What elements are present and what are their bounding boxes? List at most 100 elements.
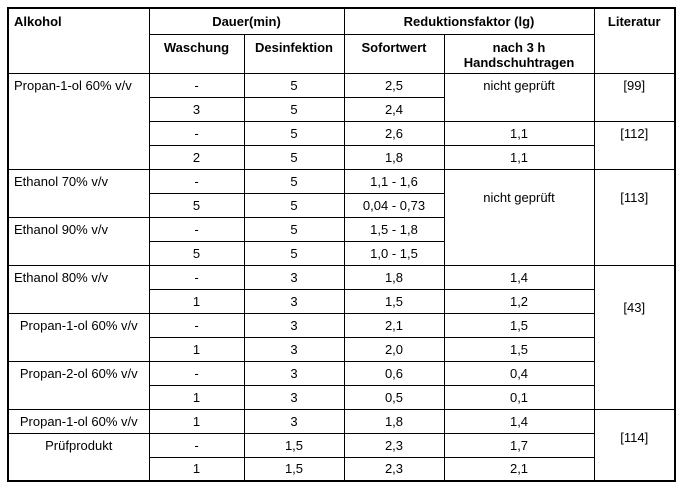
table-row: 1 3 2,0 1,5 (8, 336, 675, 362)
table-row: Propan-2-ol 60% v/v - 3 0,6 0,4 (7, 360, 675, 410)
cell-desinfektion: 3 (243, 408, 345, 434)
cell-desinfektion: 3 (243, 312, 345, 338)
cell-sofortwert: 2,1 (343, 312, 445, 338)
cell-sofortwert: 1,8 (343, 264, 445, 290)
cell-nach3h: 1,4 (443, 264, 595, 290)
cell-sofortwert: 2,3 (343, 432, 445, 458)
table-row: Propan-1-ol 60% v/v - 3 2,1 1,5 (7, 312, 675, 362)
cell-sofortwert: 1,0 - 1,5 (343, 240, 445, 266)
col-header-reduktionsfaktor: Reduktionsfaktor (lg) (343, 7, 595, 35)
cell-waschung: 1 (148, 336, 245, 362)
cell-alkohol: Propan-2-ol 60% v/v (7, 360, 150, 410)
col-header-dauer: Dauer(min) (148, 7, 345, 35)
table-row: Ethanol 90% v/v - 5 1,5 - 1,8 (7, 216, 675, 266)
cell-desinfektion: 5 (243, 192, 345, 218)
cell-nach3h: 1,5 (443, 336, 595, 362)
table-row: Ethanol 70% v/v - 5 1,1 - 1,6 nicht gepr… (7, 168, 676, 266)
table-header: Alkohol Dauer(min) Reduktionsfaktor (lg)… (7, 7, 676, 74)
cell-nach3h: 1,1 (443, 144, 595, 170)
cell-sofortwert: 0,5 (343, 384, 445, 410)
table-row: 5 5 0,04 - 0,73 (8, 192, 675, 218)
cell-sofortwert: 2,3 (343, 456, 445, 482)
cell-desinfektion: 5 (243, 216, 345, 242)
cell-alkohol: Propan-1-ol 60% v/v (7, 72, 150, 170)
table-row: 5 5 1,0 - 1,5 (8, 240, 675, 266)
cell-nach3h: 0,4 (443, 360, 595, 386)
cell-nach3h: 2,1 (443, 456, 595, 482)
table-row: Propan-1-ol 60% v/v 1 3 1,8 1,4 [114] (7, 408, 676, 482)
cell-waschung: 5 (148, 192, 245, 218)
cell-waschung: - (148, 432, 245, 458)
cell-sofortwert: 2,4 (343, 96, 445, 122)
cell-desinfektion: 5 (243, 240, 345, 266)
table-row: 1 3 0,5 0,1 (8, 384, 675, 410)
cell-alkohol: Ethanol 70% v/v (7, 168, 150, 218)
cell-alkohol: Ethanol 80% v/v (7, 264, 150, 314)
col-header-alkohol: Alkohol (7, 7, 150, 74)
cell-desinfektion: 5 (243, 168, 345, 194)
cell-sofortwert: 2,6 (343, 120, 445, 146)
cell-alkohol: Propan-1-ol 60% v/v (7, 408, 150, 434)
cell-literatur: [114] (593, 408, 676, 482)
cell-waschung: - (148, 120, 245, 146)
cell-literatur: [43] (593, 264, 676, 410)
col-header-literatur: Literatur (593, 7, 676, 74)
cell-sofortwert: 2,5 (343, 72, 445, 98)
cell-desinfektion: 5 (243, 144, 345, 170)
cell-literatur: [99] (593, 72, 676, 122)
cell-alkohol: Propan-1-ol 60% v/v (7, 312, 150, 362)
cell-nach3h: nicht geprüft (443, 72, 595, 122)
col-header-sofortwert: Sofortwert (343, 33, 445, 74)
cell-desinfektion: 1,5 (243, 432, 345, 458)
cell-desinfektion: 3 (243, 264, 345, 290)
cell-nach3h: 1,1 (443, 120, 595, 146)
cell-desinfektion: 3 (243, 384, 345, 410)
cell-desinfektion: 3 (243, 360, 345, 386)
cell-sofortwert: 2,0 (343, 336, 445, 362)
cell-waschung: 1 (148, 408, 245, 434)
cell-desinfektion: 1,5 (243, 456, 345, 482)
cell-waschung: 3 (148, 96, 245, 122)
cell-alkohol: Ethanol 90% v/v (7, 216, 150, 266)
cell-literatur: [112] (593, 120, 676, 170)
cell-waschung: 2 (148, 144, 245, 170)
cell-nach3h: 1,5 (443, 312, 595, 338)
table-body: Propan-1-ol 60% v/v - 5 2,5 nicht geprüf… (7, 72, 676, 482)
table-row: Propan-1-ol 60% v/v - 5 2,5 nicht geprüf… (7, 72, 676, 170)
disinfection-table: Alkohol Dauer(min) Reduktionsfaktor (lg)… (7, 7, 677, 482)
table-row: Prüfprodukt - 1,5 2,3 1,7 (7, 432, 675, 482)
col-header-waschung: Waschung (148, 33, 245, 74)
cell-waschung: - (148, 360, 245, 386)
cell-sofortwert: 1,5 - 1,8 (343, 216, 445, 242)
table-row: - 5 2,6 1,1 [112] (8, 120, 676, 170)
cell-waschung: - (148, 72, 245, 98)
cell-desinfektion: 5 (243, 96, 345, 122)
cell-waschung: - (148, 216, 245, 242)
cell-desinfektion: 5 (243, 120, 345, 146)
cell-sofortwert: 1,8 (343, 144, 445, 170)
cell-waschung: 1 (148, 384, 245, 410)
cell-sofortwert: 1,1 - 1,6 (343, 168, 445, 194)
cell-desinfektion: 5 (243, 72, 345, 98)
cell-desinfektion: 3 (243, 288, 345, 314)
table-row: 3 5 2,4 (8, 96, 675, 122)
cell-sofortwert: 0,04 - 0,73 (343, 192, 445, 218)
cell-nach3h: 1,2 (443, 288, 595, 314)
cell-waschung: 5 (148, 240, 245, 266)
cell-waschung: - (148, 168, 245, 194)
cell-waschung: 1 (148, 288, 245, 314)
cell-desinfektion: 3 (243, 336, 345, 362)
cell-nach3h: 1,4 (443, 408, 595, 434)
col-header-nach3h: nach 3 h Handschuhtragen (443, 33, 595, 74)
header-row-2: Waschung Desinfektion Sofortwert nach 3 … (8, 33, 675, 74)
cell-nach3h: nicht geprüft (443, 168, 595, 266)
cell-waschung: - (148, 264, 245, 290)
header-row-1: Alkohol Dauer(min) Reduktionsfaktor (lg)… (7, 7, 676, 74)
table-row: 1 1,5 2,3 2,1 (8, 456, 675, 482)
cell-waschung: - (148, 312, 245, 338)
cell-nach3h: 1,7 (443, 432, 595, 458)
cell-sofortwert: 0,6 (343, 360, 445, 386)
col-header-desinfektion: Desinfektion (243, 33, 345, 74)
table-row: Ethanol 80% v/v - 3 1,8 1,4 [43] (7, 264, 676, 410)
